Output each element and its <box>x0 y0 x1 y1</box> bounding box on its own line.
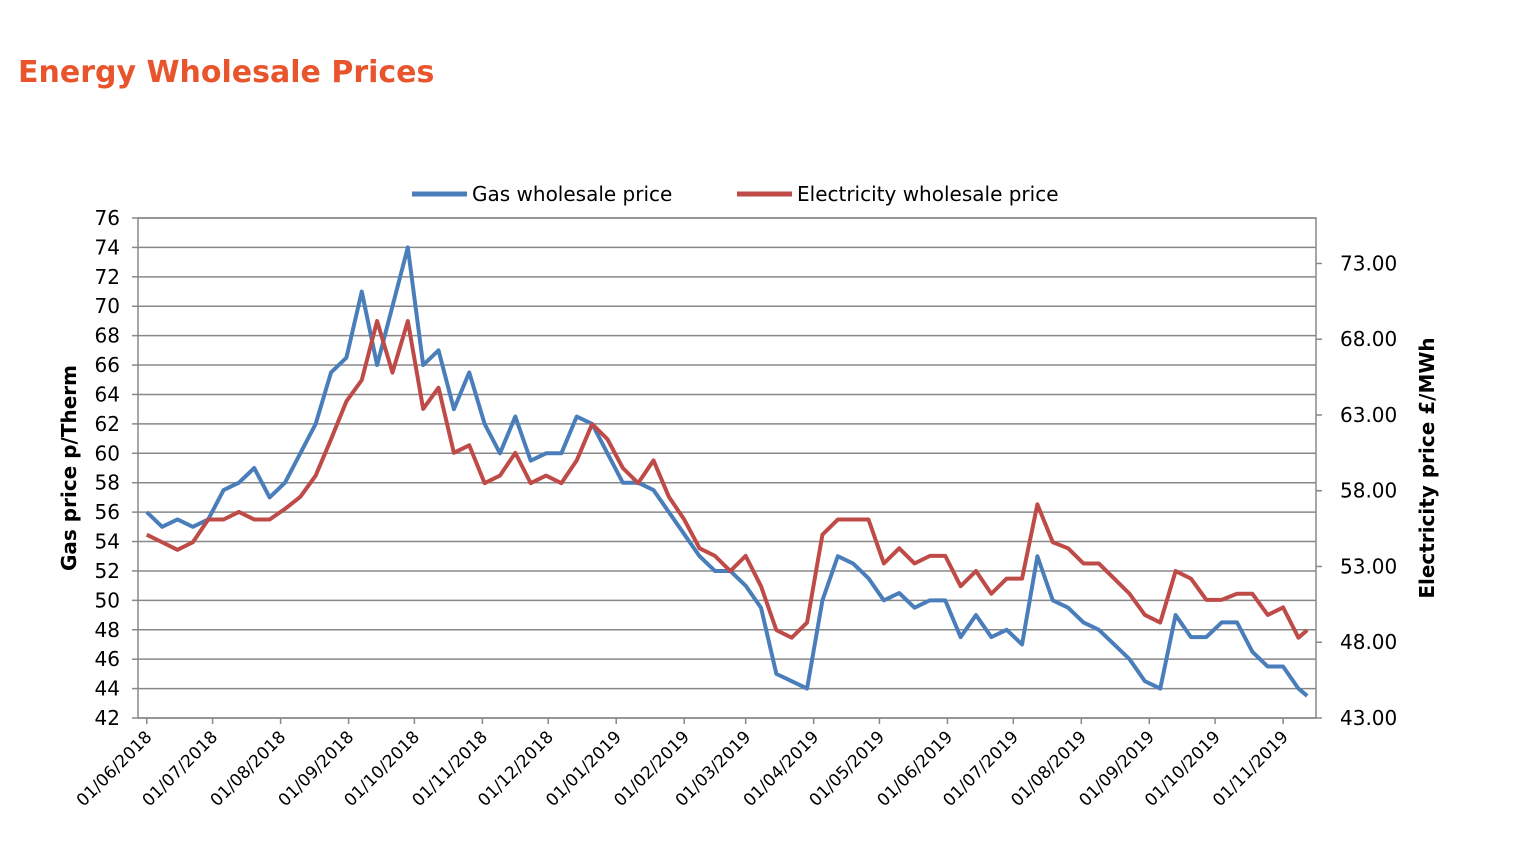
series-line <box>145 245 1309 698</box>
y-tick-label: 52 <box>95 559 120 583</box>
y-tick-label: 58 <box>95 471 120 495</box>
y-tick-label: 66 <box>95 353 120 377</box>
y2-tick-label: 43.00 <box>1340 706 1397 730</box>
legend-label: Gas wholesale price <box>472 182 672 206</box>
y2-tick-label: 63.00 <box>1340 403 1397 427</box>
y2-tick-label: 68.00 <box>1340 327 1397 351</box>
y-tick-label: 56 <box>95 500 120 524</box>
y-tick-label: 68 <box>95 324 120 348</box>
y-tick-label: 44 <box>95 677 120 701</box>
y-axis-label: Gas price p/Therm <box>57 365 81 571</box>
y2-tick-label: 73.00 <box>1340 251 1397 275</box>
y-tick-label: 64 <box>95 382 120 406</box>
y2-tick-label: 58.00 <box>1340 479 1397 503</box>
y-tick-label: 54 <box>95 530 120 554</box>
y2-tick-label: 53.00 <box>1340 554 1397 578</box>
y-tick-label: 70 <box>95 294 120 318</box>
y-tick-label: 50 <box>95 588 120 612</box>
page-title: Energy Wholesale Prices <box>18 55 434 90</box>
y-tick-label: 76 <box>95 206 120 230</box>
y-tick-label: 74 <box>95 235 120 259</box>
y-tick-label: 42 <box>95 706 120 730</box>
y-tick-label: 60 <box>95 441 120 465</box>
y2-axis-label: Electricity price £/MWh <box>1415 337 1439 598</box>
y-tick-label: 46 <box>95 647 120 671</box>
series-line <box>145 319 1309 640</box>
y-tick-label: 62 <box>95 412 120 436</box>
legend-label: Electricity wholesale price <box>797 182 1059 206</box>
y-tick-label: 72 <box>95 265 120 289</box>
y2-tick-label: 48.00 <box>1340 630 1397 654</box>
y-tick-label: 48 <box>95 618 120 642</box>
plot-frame <box>137 217 1317 719</box>
